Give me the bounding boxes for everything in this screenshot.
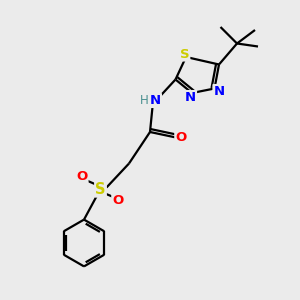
Text: S: S — [180, 47, 189, 61]
Text: N: N — [213, 85, 225, 98]
Text: O: O — [76, 170, 88, 183]
Text: O: O — [175, 131, 187, 144]
Text: O: O — [112, 194, 124, 208]
Text: N: N — [150, 94, 161, 107]
Text: N: N — [185, 91, 196, 104]
Text: S: S — [95, 182, 106, 196]
Text: H: H — [140, 94, 148, 107]
